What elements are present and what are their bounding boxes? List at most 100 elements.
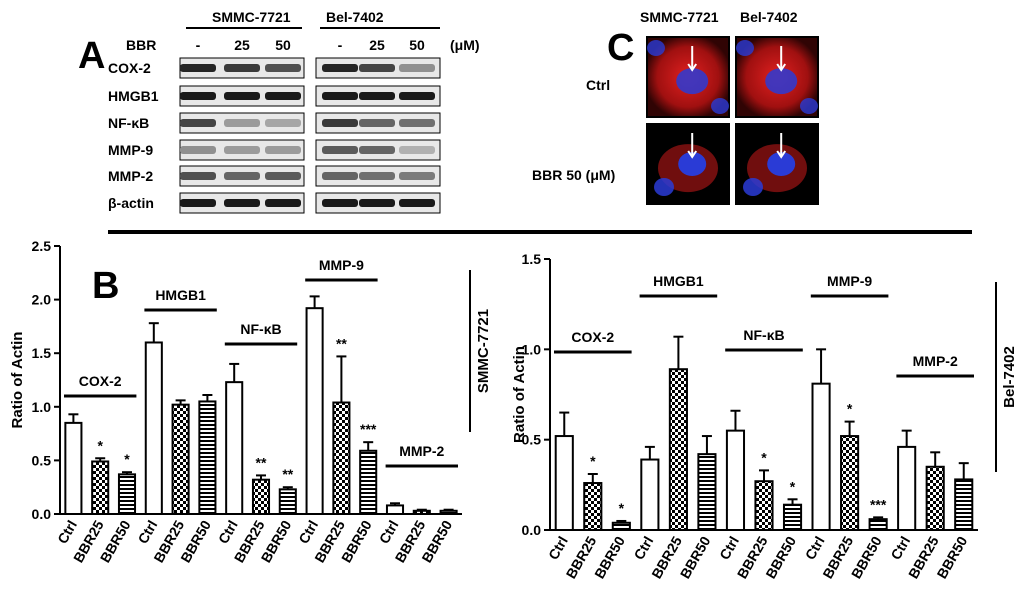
- blot-band: [359, 92, 395, 100]
- y-tick-label: 0.5: [522, 432, 542, 448]
- nucleus: [711, 98, 729, 114]
- group-label: COX-2: [571, 329, 614, 345]
- blot-band: [322, 146, 358, 154]
- blot-dose-4: -: [338, 37, 343, 53]
- bar: [754, 480, 774, 531]
- blot-band: [180, 64, 216, 72]
- arrow-head-icon: [776, 150, 787, 159]
- significance-label: *: [761, 449, 767, 465]
- blot-band: [224, 199, 260, 207]
- y-tick-label: 0.0: [522, 522, 542, 538]
- blot-cellline-smmc: SMMC-7721: [212, 9, 291, 25]
- blot-band: [359, 199, 395, 207]
- bar: [668, 368, 688, 531]
- blot-row-label: β-actin: [108, 195, 154, 211]
- bar: [359, 449, 378, 516]
- blot-row-label: COX-2: [108, 60, 151, 76]
- group-label: MMP-9: [319, 257, 364, 273]
- western-blot-panel: SMMC-7721 Bel-7402 BBR - 25 50 - 25 50 (…: [108, 9, 480, 214]
- x-tick-label: Ctrl: [295, 518, 321, 547]
- significance-label: *: [790, 478, 796, 494]
- nucleus: [743, 178, 763, 196]
- blot-treatment-label: BBR: [126, 37, 156, 53]
- group-label: HMGB1: [155, 287, 206, 303]
- blot-row-label: NF-κB: [108, 115, 149, 131]
- y-tick-label: 2.5: [32, 238, 52, 254]
- significance-label: *: [590, 453, 596, 469]
- x-tick-label: Ctrl: [54, 518, 80, 547]
- blot-row-label: MMP-2: [108, 168, 153, 184]
- significance-label: ***: [360, 421, 377, 437]
- blot-band: [180, 119, 216, 127]
- bar: [91, 460, 110, 515]
- blot-band: [399, 119, 435, 127]
- blot-dose-5: 25: [369, 37, 385, 53]
- significance-label: **: [256, 454, 267, 470]
- group-label: MMP-9: [827, 273, 872, 289]
- y-tick-label: 0.0: [32, 506, 52, 522]
- side-label: SMMC-7721: [475, 309, 492, 393]
- bar: [251, 478, 271, 516]
- blot-band: [399, 64, 435, 72]
- y-tick-label: 1.5: [32, 345, 52, 361]
- blot-band: [399, 146, 435, 154]
- bar: [554, 435, 574, 532]
- blot-band: [265, 92, 301, 100]
- y-tick-label: 2.0: [32, 292, 52, 308]
- blot-unit: (μM): [450, 37, 480, 53]
- y-axis-label: Ratio of Actin: [511, 346, 528, 443]
- bar: [225, 381, 244, 516]
- blot-band: [224, 64, 260, 72]
- bar: [278, 488, 297, 515]
- blot-dose-1: -: [196, 37, 201, 53]
- bar: [782, 503, 803, 531]
- x-tick-label: Ctrl: [631, 534, 657, 563]
- blot-band: [399, 92, 435, 100]
- nucleus: [800, 98, 818, 114]
- blot-band: [322, 119, 358, 127]
- bar: [954, 478, 974, 531]
- side-label: Bel-7402: [1001, 346, 1018, 408]
- blot-band: [180, 92, 216, 100]
- significance-label: **: [336, 335, 347, 351]
- x-tick-label: Ctrl: [802, 534, 828, 563]
- bar: [171, 403, 190, 516]
- bar: [198, 400, 217, 515]
- blot-band: [265, 119, 301, 127]
- x-tick-label: Ctrl: [545, 534, 571, 563]
- significance-label: *: [619, 500, 625, 516]
- group-label: MMP-2: [913, 353, 958, 369]
- blot-band: [322, 92, 358, 100]
- blot-band: [224, 92, 260, 100]
- blot-band: [265, 199, 301, 207]
- nucleus: [676, 68, 709, 95]
- y-tick-label: 1.0: [32, 399, 52, 415]
- significance-label: **: [282, 466, 293, 482]
- x-tick-label: Ctrl: [376, 518, 402, 547]
- significance-label: *: [847, 401, 853, 417]
- nucleus: [678, 152, 707, 176]
- bar: [412, 509, 431, 515]
- x-tick-label: Ctrl: [134, 518, 160, 547]
- group-label: COX-2: [79, 373, 122, 389]
- blot-band: [322, 64, 358, 72]
- y-tick-label: 1.0: [522, 341, 542, 357]
- significance-label: ***: [870, 496, 887, 512]
- micro-row-bbr: BBR 50 (μM): [532, 167, 615, 183]
- nucleus: [647, 40, 665, 56]
- bar: [64, 421, 83, 516]
- blot-band: [359, 146, 395, 154]
- blot-dose-6: 50: [409, 37, 425, 53]
- bar: [305, 307, 324, 515]
- bar: [117, 473, 137, 515]
- blot-band: [180, 146, 216, 154]
- blot-band: [265, 146, 301, 154]
- arrow-head-icon: [687, 150, 698, 159]
- blot-dose-3: 50: [275, 37, 291, 53]
- microscopy-panel: SMMC-7721 Bel-7402 Ctrl BBR 50 (μM): [532, 9, 819, 205]
- blot-band: [224, 146, 260, 154]
- x-tick-label: Ctrl: [215, 518, 241, 547]
- panel-label-c: C: [607, 27, 634, 69]
- significance-label: *: [97, 437, 103, 453]
